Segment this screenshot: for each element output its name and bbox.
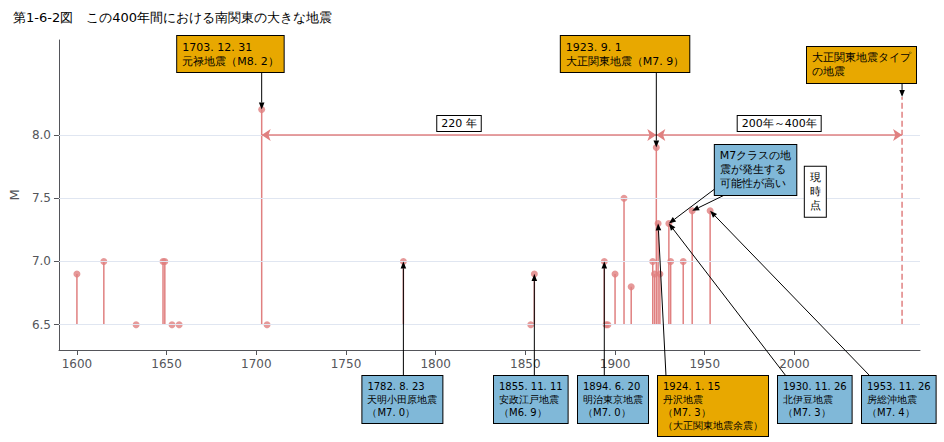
svg-text:（M6. 9）: （M6. 9） [499, 407, 547, 418]
svg-text:1600: 1600 [62, 357, 93, 371]
svg-text:第1-6-2図 この400年間における南関東の大きな地震: 第1-6-2図 この400年間における南関東の大きな地震 [13, 10, 332, 25]
svg-text:220 年: 220 年 [441, 117, 477, 130]
svg-text:M7クラスの地: M7クラスの地 [720, 149, 792, 162]
svg-text:1703. 12. 31: 1703. 12. 31 [182, 41, 252, 54]
svg-text:1855. 11. 11: 1855. 11. 11 [499, 381, 563, 392]
svg-text:1650: 1650 [151, 357, 182, 371]
svg-text:丹沢地震: 丹沢地震 [663, 394, 703, 405]
svg-text:1894. 6. 20: 1894. 6. 20 [583, 381, 640, 392]
svg-text:房総沖地震: 房総沖地震 [867, 394, 917, 405]
svg-text:200年～400年: 200年～400年 [742, 117, 817, 130]
svg-text:可能性が高い: 可能性が高い [720, 177, 786, 190]
svg-text:1850: 1850 [510, 357, 541, 371]
svg-text:（M7. 3）: （M7. 3） [663, 407, 711, 418]
svg-text:2000: 2000 [779, 357, 810, 371]
svg-text:時: 時 [810, 185, 821, 198]
svg-text:大正関東地震（M7. 9）: 大正関東地震（M7. 9） [566, 55, 684, 68]
svg-text:1930. 11. 26: 1930. 11. 26 [783, 381, 847, 392]
svg-text:1950: 1950 [689, 357, 720, 371]
svg-text:1782. 8. 23: 1782. 8. 23 [367, 381, 424, 392]
svg-text:1923. 9. 1: 1923. 9. 1 [566, 41, 622, 54]
svg-text:（M7. 4）: （M7. 4） [867, 407, 915, 418]
svg-text:1924. 1. 15: 1924. 1. 15 [663, 381, 720, 392]
svg-text:安政江戸地震: 安政江戸地震 [499, 394, 559, 405]
svg-text:7.5: 7.5 [32, 191, 51, 205]
svg-text:7.0: 7.0 [32, 254, 51, 268]
svg-text:（M7. 0）: （M7. 0） [367, 407, 415, 418]
svg-text:8.0: 8.0 [32, 128, 51, 142]
svg-text:1800: 1800 [420, 357, 451, 371]
svg-text:大正関東地震タイプ: 大正関東地震タイプ [812, 51, 912, 64]
svg-text:6.5: 6.5 [32, 318, 51, 332]
svg-text:現: 現 [810, 171, 821, 184]
svg-text:天明小田原地震: 天明小田原地震 [367, 394, 437, 405]
svg-text:1700: 1700 [241, 357, 272, 371]
svg-text:1900: 1900 [599, 357, 631, 371]
svg-text:の地震: の地震 [812, 65, 845, 78]
svg-text:点: 点 [810, 199, 821, 212]
svg-text:（大正関東地震余震）: （大正関東地震余震） [663, 420, 763, 431]
svg-text:明治東京地震: 明治東京地震 [583, 394, 643, 405]
svg-text:1953. 11. 26: 1953. 11. 26 [867, 381, 931, 392]
svg-text:元禄地震（M8. 2）: 元禄地震（M8. 2） [182, 55, 278, 68]
svg-text:M: M [7, 189, 22, 200]
svg-text:北伊豆地震: 北伊豆地震 [783, 394, 833, 405]
svg-text:（M7. 3）: （M7. 3） [783, 407, 831, 418]
svg-text:1750: 1750 [331, 357, 362, 371]
svg-text:震が発生する: 震が発生する [720, 163, 786, 176]
svg-text:（M7. 0）: （M7. 0） [583, 407, 631, 418]
